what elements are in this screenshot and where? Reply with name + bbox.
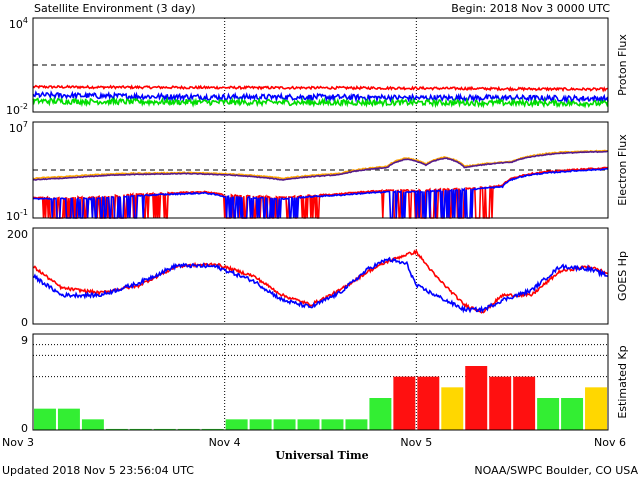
y-tick-label: 104 [9, 16, 28, 31]
y-axis-label: Electron Flux [616, 134, 629, 206]
kp-bar [561, 398, 584, 430]
chart-title: Satellite Environment (3 day) [34, 2, 196, 15]
kp-bar [34, 408, 56, 430]
kp-bar [489, 376, 512, 430]
kp-bar [153, 428, 176, 430]
updated-timestamp: Updated 2018 Nov 5 23:56:04 UTC [2, 464, 194, 477]
x-tick-label: Nov 5 [400, 436, 432, 449]
series-line-blue [32, 167, 609, 219]
y-tick-exponent: -1 [20, 208, 28, 217]
y-tick-label: 10-1 [6, 208, 28, 223]
series-line-red [32, 248, 609, 314]
y-tick-label: 0 [21, 316, 28, 329]
kp-bar [57, 408, 80, 430]
y-axis-label: Proton Flux [616, 34, 629, 96]
series-line-green [32, 96, 609, 109]
y-tick-label: 0 [21, 422, 28, 435]
series-line-red [32, 84, 609, 93]
kp-bar [201, 428, 224, 430]
series-line-blue [32, 256, 608, 314]
y-tick-label: 107 [9, 120, 28, 135]
kp-bar [297, 419, 320, 430]
kp-bar [513, 376, 536, 430]
y-tick-label: 9 [21, 334, 28, 347]
x-tick-label: Nov 3 [2, 436, 34, 449]
kp-bar [441, 387, 464, 430]
panel-frame [32, 333, 609, 431]
kp-bar [177, 428, 200, 430]
y-tick-exponent: 7 [23, 120, 28, 129]
kp-bar [345, 419, 368, 430]
begin-date: Begin: 2018 Nov 3 0000 UTC [451, 2, 610, 15]
x-tick-label: Nov 4 [209, 436, 241, 449]
y-axis-label: GOES Hp [616, 251, 629, 301]
kp-bar [105, 428, 128, 430]
panel-frame [32, 227, 609, 325]
kp-bar [537, 398, 560, 430]
panel-frame [32, 17, 609, 113]
kp-bar [465, 366, 488, 430]
kp-bar [585, 387, 607, 430]
y-tick-exponent: -2 [20, 102, 28, 111]
kp-bar [129, 428, 152, 430]
data-source: NOAA/SWPC Boulder, CO USA [474, 464, 638, 477]
panel-electron-flux: 107 10-1 Electron Flux [6, 120, 629, 223]
kp-bar [273, 419, 296, 430]
series-line-purple [32, 150, 609, 181]
y-axis-label: Estimated Kp [616, 345, 629, 418]
x-axis-label: Universal Time [275, 449, 368, 462]
panels: 104 10-2 Proton Flux 107 10-1 Electron Flux 20… [2, 16, 629, 449]
y-tick-label: 200 [7, 228, 28, 241]
panel-estimated-kp: 9 0 Estimated Kp [21, 333, 629, 435]
y-tick-label: 10-2 [6, 102, 28, 117]
panel-frame [32, 121, 609, 219]
panel-proton-flux: 104 10-2 Proton Flux [6, 16, 629, 117]
kp-bar [417, 376, 440, 430]
kp-bar [225, 419, 248, 430]
kp-bar [81, 419, 104, 430]
kp-bar [369, 398, 392, 430]
series-line-red [32, 166, 609, 219]
panel-goes-hp: 200 0 GOES Hp [7, 227, 629, 329]
kp-bar [393, 376, 416, 430]
x-tick-label: Nov 6 [594, 436, 626, 449]
y-tick-exponent: 4 [23, 16, 28, 25]
kp-bar [321, 419, 344, 430]
kp-bar [249, 419, 272, 430]
